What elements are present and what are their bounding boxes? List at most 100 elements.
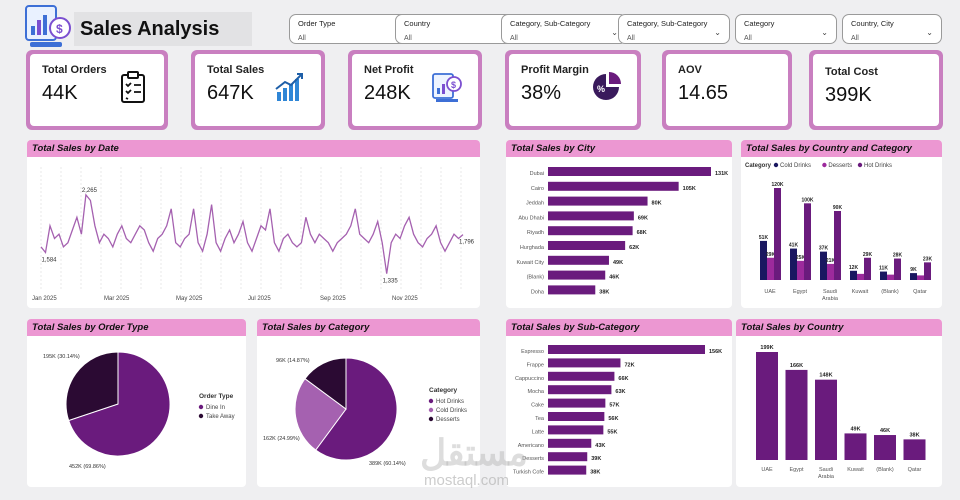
filter-category-subcategory[interactable]: Category, Sub-Category All ⌄ [501, 14, 627, 44]
bar [767, 257, 774, 280]
bar-value-label: 68K [637, 230, 647, 236]
bar [760, 240, 767, 280]
bar-chart-sales-by-subcategory[interactable]: Espresso 156K Frappe 72K Cappuccino 66K Mocha 6… [506, 336, 732, 487]
bar-value-label: 9K [910, 267, 917, 273]
legend-marker [428, 407, 434, 413]
panel-title: Total Sales by Sub-Category [506, 319, 732, 336]
legend-marker [198, 404, 204, 410]
bar-value-label: 11K [879, 266, 888, 272]
bar-value-label: 46K [609, 275, 619, 281]
legend-entry: Hot Drinks [864, 163, 892, 169]
kpi-label: Total Orders [42, 64, 107, 76]
bar-value-label: 41K [789, 243, 799, 249]
category-label: Egypt [793, 289, 808, 295]
pie-slice [294, 378, 347, 451]
bar-value-label: 25K [796, 255, 806, 261]
bar-value-label: 90K [833, 205, 843, 211]
filter-category[interactable]: Category All ⌄ [735, 14, 837, 44]
bar [548, 398, 606, 408]
filter-value: All [510, 35, 518, 42]
bar-value-label: 100K [802, 197, 814, 203]
kpi-value: 248K [364, 82, 411, 104]
kpi-total-orders: Total Orders 44K [26, 50, 168, 130]
bar [548, 167, 711, 176]
bar [874, 435, 896, 460]
bar-value-label: 21K [826, 258, 836, 264]
bar-value-label: 46K [880, 428, 890, 434]
category-label: (Blank) [527, 275, 545, 281]
x-tick-label: May 2025 [176, 296, 203, 302]
category-label: Jeddah [526, 201, 544, 207]
panel-title: Total Sales by Order Type [27, 319, 246, 336]
category-label: UAE [764, 289, 776, 295]
category-label: Arabia [818, 474, 835, 480]
filter-label: Country, City [851, 19, 894, 28]
slice-label: 452K (69.86%) [69, 464, 106, 470]
bar [827, 263, 834, 280]
bar [548, 196, 648, 206]
pie-chart-sales-by-order-type[interactable]: 452K (69.86%) 195K (30.14%) Order Type Dine… [27, 336, 246, 487]
bar-value-label: 38K [590, 470, 600, 476]
bar [850, 270, 857, 280]
bar-chart-sales-by-city[interactable]: Dubai 131K Cairo 105K Jeddah 80K Abu Dhabi 69K R… [506, 157, 732, 308]
x-tick-label: Mar 2025 [104, 296, 130, 302]
bar [774, 188, 781, 280]
category-label: Cappuccino [515, 376, 544, 382]
filter-country-city[interactable]: Country, City All ⌄ [842, 14, 942, 44]
data-label: 1,584 [41, 258, 57, 264]
bar-value-label: 199K [760, 345, 773, 351]
pie-slice [315, 357, 398, 461]
category-label: Kuwait [847, 467, 864, 473]
bar [790, 248, 797, 280]
bar [834, 211, 841, 280]
category-label: Dubai [530, 171, 544, 177]
kpi-net-profit: Net Profit 248K $ [348, 50, 482, 130]
filter-category-subcategory-2[interactable]: Category, Sub-Category All ⌄ [618, 14, 730, 44]
chart-growth-icon [275, 73, 303, 101]
filter-value: All [744, 35, 752, 42]
svg-text:%: % [597, 84, 605, 94]
series-line [40, 193, 464, 274]
bar [887, 274, 894, 280]
legend-marker [857, 162, 863, 168]
category-label: Egypt [789, 467, 804, 473]
panel-title: Total Sales by Date [27, 140, 480, 157]
category-label: Saudi [823, 289, 837, 295]
bar-value-label: 12K [849, 265, 859, 271]
kpi-aov: AOV 14.65 [662, 50, 792, 130]
legend-entry: Cold Drinks [436, 408, 467, 414]
bar-value-label: 38K [909, 432, 919, 438]
pie-chart-sales-by-category[interactable]: 389K (60.14%) 162K (24.99%) 96K (14.87%) Ca… [257, 336, 480, 487]
panel-sales-by-country-category: Total Sales by Country and Category Cate… [741, 140, 942, 308]
category-label: Abu Dhabi [518, 215, 544, 221]
legend-entry: Take Away [206, 414, 235, 420]
filter-label: Order Type [298, 19, 336, 28]
line-chart-sales-by-date[interactable]: 2,265 1,584 1,335 1,796 Jan 2025 Mar 2025 May … [27, 157, 480, 308]
bar-value-label: 39K [591, 456, 601, 462]
category-label: Cairo [531, 186, 544, 192]
x-tick-label: Jan 2025 [32, 296, 57, 302]
category-label: Doha [531, 289, 545, 295]
legend-entry: Cold Drinks [780, 163, 811, 169]
category-label: Cake [531, 403, 544, 409]
bar [844, 433, 867, 460]
category-label: Turkish Cofe [513, 470, 544, 476]
bar-value-label: 29K [766, 252, 776, 258]
bar-value-label: 51K [759, 235, 769, 241]
category-label: Kuwait [852, 289, 869, 295]
panel-title: Total Sales by Country and Category [741, 140, 942, 157]
panel-title: Total Sales by Category [257, 319, 480, 336]
filter-value: All [851, 35, 859, 42]
panel-sales-by-subcategory: Total Sales by Sub-Category Espresso 156K… [506, 319, 732, 487]
bar [548, 465, 587, 475]
bar-chart-sales-by-country-category[interactable]: Category Cold Drinks Desserts Hot Drinks 51K… [741, 157, 942, 308]
category-label: Tea [535, 416, 545, 422]
bar [815, 379, 837, 460]
bar-value-label: 66K [618, 376, 628, 382]
bar-value-label: 166K [790, 363, 803, 369]
data-label: 1,796 [459, 240, 475, 246]
x-tick-label: Sep 2025 [320, 296, 346, 302]
watermark-arabic: مستقل [420, 432, 528, 473]
panel-title: Total Sales by City [506, 140, 732, 157]
